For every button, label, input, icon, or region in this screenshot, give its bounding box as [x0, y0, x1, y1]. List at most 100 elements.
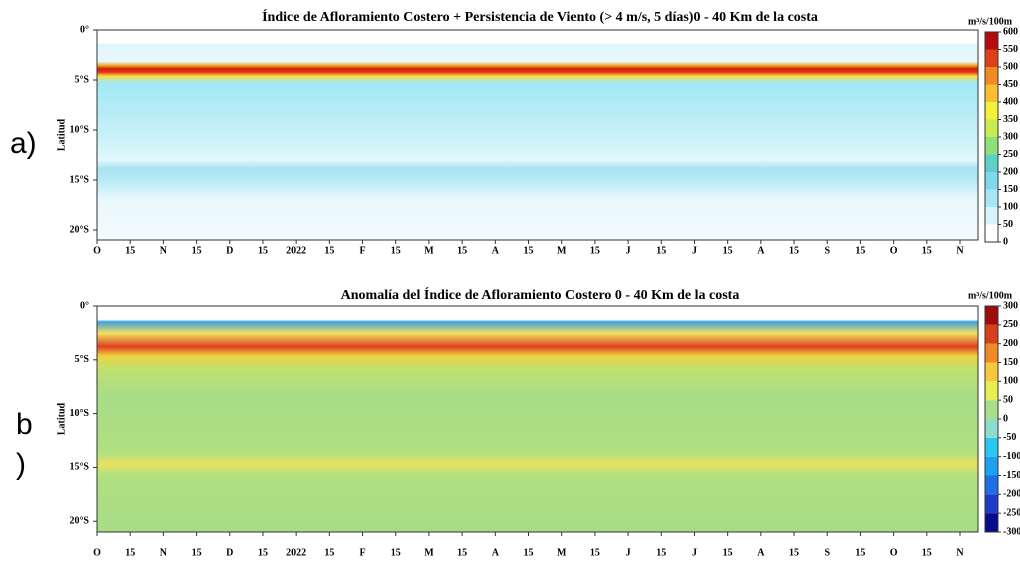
x-tick-label: 15 — [457, 547, 467, 558]
colorbar-tick-label: -150 — [1003, 470, 1020, 481]
colorbar-segment — [985, 49, 998, 67]
x-tick-label: A — [492, 547, 500, 558]
y-tick-label: 15°S — [69, 174, 89, 185]
x-tick-label: 15 — [789, 245, 799, 256]
x-tick-label: M — [424, 547, 434, 558]
chart-title: Anomalía del Índice de Afloramiento Cost… — [341, 286, 740, 303]
x-tick-label: J — [626, 547, 631, 558]
colorbar-tick-label: -300 — [1003, 526, 1020, 537]
colorbar-segment — [985, 154, 998, 172]
colorbar-segment — [985, 362, 998, 382]
x-tick-label: O — [93, 547, 101, 558]
x-tick-label: 15 — [457, 245, 467, 256]
x-tick-label: 15 — [656, 245, 666, 256]
colorbar-segment — [985, 189, 998, 207]
colorbar-tick-label: 500 — [1003, 61, 1018, 72]
colorbar-segment — [985, 224, 998, 242]
x-tick-label: 15 — [922, 245, 932, 256]
colorbar-segment — [985, 84, 998, 102]
colorbar-tick-label: 100 — [1003, 376, 1018, 387]
colorbar-tick-label: 300 — [1003, 300, 1018, 311]
x-tick-label: N — [160, 245, 168, 256]
x-tick-label: 15 — [192, 547, 202, 558]
x-tick-label: F — [359, 547, 365, 558]
colorbar-tick-label: -200 — [1003, 489, 1020, 500]
x-tick-label: 15 — [258, 547, 268, 558]
x-tick-label: 15 — [656, 547, 666, 558]
x-tick-label: 15 — [723, 547, 733, 558]
x-tick-label: J — [626, 245, 631, 256]
y-tick-label: 0° — [80, 300, 89, 311]
panel-label: b — [16, 408, 33, 441]
x-tick-label: 15 — [524, 547, 534, 558]
colorbar-tick-label: 300 — [1003, 131, 1018, 142]
colorbar-segment — [985, 475, 998, 495]
colorbar-tick-label: 0 — [1003, 413, 1008, 424]
colorbar-segment — [985, 381, 998, 401]
colorbar-segment — [985, 456, 998, 476]
y-tick-label: 20°S — [69, 224, 89, 235]
x-tick-label: 2022 — [286, 547, 306, 558]
y-tick-label: 5°S — [74, 74, 89, 85]
x-tick-label: 15 — [922, 547, 932, 558]
x-tick-label: A — [757, 547, 765, 558]
colorbar-segment — [985, 419, 998, 438]
x-tick-label: N — [956, 547, 964, 558]
x-tick-label: O — [890, 245, 898, 256]
x-tick-label: J — [692, 547, 697, 558]
x-tick-label: O — [93, 245, 101, 256]
x-tick-label: 15 — [590, 245, 600, 256]
colorbar-segment — [985, 324, 998, 344]
x-tick-label: 15 — [789, 547, 799, 558]
colorbar-tick-label: 350 — [1003, 114, 1018, 125]
x-tick-label: 15 — [258, 245, 268, 256]
heatmap-field — [96, 305, 979, 533]
x-tick-label: A — [492, 245, 500, 256]
colorbar-segment — [985, 306, 998, 325]
x-tick-label: 15 — [324, 547, 334, 558]
colorbar-segment — [985, 137, 998, 155]
chart-title: Índice de Afloramiento Costero + Persist… — [262, 8, 818, 25]
colorbar-tick-label: -250 — [1003, 507, 1020, 518]
panel-label: ) — [16, 448, 26, 481]
panel-label: a) — [10, 127, 37, 160]
y-axis-label: Latitud — [56, 402, 67, 435]
x-tick-label: 15 — [524, 245, 534, 256]
heatmap-field — [96, 29, 979, 241]
x-tick-label: D — [226, 547, 233, 558]
colorbar-segment — [985, 494, 998, 514]
x-tick-label: M — [557, 547, 567, 558]
x-tick-label: N — [160, 547, 168, 558]
x-tick-label: S — [824, 547, 830, 558]
x-tick-label: O — [890, 547, 898, 558]
y-tick-label: 5°S — [74, 354, 89, 365]
colorbar-tick-label: 200 — [1003, 338, 1018, 349]
colorbar-segment — [985, 32, 998, 50]
x-tick-label: A — [757, 245, 765, 256]
colorbar-segment — [985, 67, 998, 85]
y-tick-label: 0° — [80, 24, 89, 35]
colorbar-tick-label: 450 — [1003, 79, 1018, 90]
x-tick-label: 15 — [391, 547, 401, 558]
colorbar-tick-label: 150 — [1003, 184, 1018, 195]
x-tick-label: D — [226, 245, 233, 256]
x-tick-label: 15 — [723, 245, 733, 256]
colorbar-tick-label: 200 — [1003, 166, 1018, 177]
colorbar-segment — [985, 207, 998, 225]
x-tick-label: F — [359, 245, 365, 256]
y-axis-label: Latitud — [56, 118, 67, 151]
colorbar-tick-label: 250 — [1003, 149, 1018, 160]
colorbar-segment — [985, 172, 998, 190]
y-tick-label: 15°S — [69, 462, 89, 473]
colorbar-label: m³/s/100m — [968, 290, 1013, 301]
x-tick-label: J — [692, 245, 697, 256]
colorbar-tick-label: 50 — [1003, 219, 1013, 230]
colorbar-tick-label: 50 — [1003, 394, 1013, 405]
x-tick-label: M — [557, 245, 567, 256]
x-tick-label: M — [424, 245, 434, 256]
x-tick-label: 15 — [125, 547, 135, 558]
colorbar-segment — [985, 119, 998, 137]
colorbar-segment — [985, 400, 998, 419]
colorbar-segment — [985, 437, 998, 457]
